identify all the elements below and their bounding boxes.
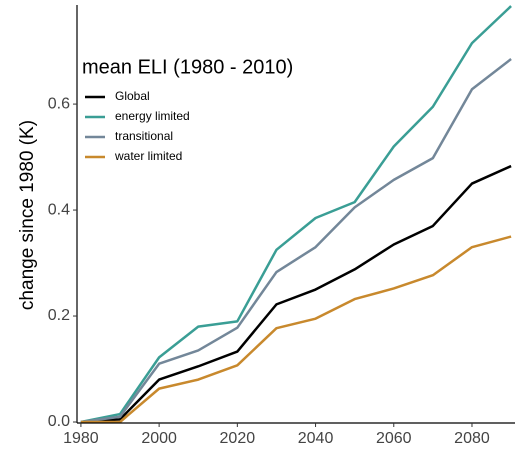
x-tick-label: 2000 [141,430,177,447]
x-tick-label: 2020 [220,430,256,447]
series-line [80,235,512,423]
y-tick-label: 0.4 [48,201,70,218]
y-tick-label: 0.2 [48,307,70,324]
legend-label: transitional [115,129,173,143]
y-tick-label: 0.6 [48,95,70,112]
legend-label: energy limited [115,109,190,123]
x-tick-label: 2040 [298,430,334,447]
plot-area [80,5,512,423]
x-tick-label: 2060 [376,430,412,447]
y-axis-label: change since 1980 (K) [17,120,38,310]
series-line [80,58,512,423]
x-tick-label: 2080 [454,430,490,447]
series-line [80,5,512,423]
legend-label: Global [115,89,150,103]
series-line [80,164,512,423]
legend-title: mean ELI (1980 - 2010) [82,56,293,78]
x-tick-label: 1980 [63,430,99,447]
y-tick-label: 0.0 [48,413,70,430]
legend-label: water limited [114,149,182,163]
